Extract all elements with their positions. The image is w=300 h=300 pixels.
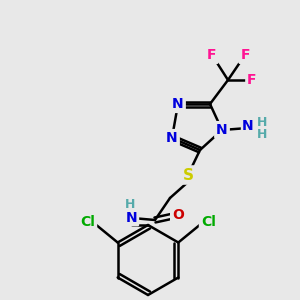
- Text: H: H: [257, 128, 267, 140]
- Text: F: F: [240, 48, 250, 62]
- Text: F: F: [247, 73, 257, 87]
- Text: F: F: [207, 48, 217, 62]
- Text: H: H: [257, 116, 267, 128]
- Text: Cl: Cl: [80, 214, 95, 229]
- Text: S: S: [182, 167, 194, 182]
- Text: Cl: Cl: [201, 214, 216, 229]
- Text: H: H: [125, 199, 135, 212]
- Text: N: N: [126, 211, 138, 225]
- Text: N: N: [216, 123, 228, 137]
- Text: N: N: [166, 131, 178, 145]
- Text: O: O: [172, 208, 184, 222]
- Text: N: N: [242, 119, 254, 133]
- Text: N: N: [172, 97, 184, 111]
